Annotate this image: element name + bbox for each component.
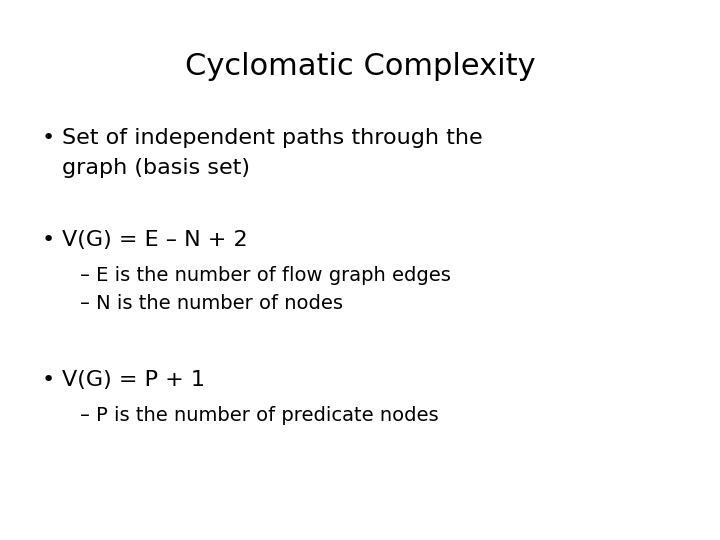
Text: •: • [42, 230, 55, 250]
Text: •: • [42, 370, 55, 390]
Text: Set of independent paths through the: Set of independent paths through the [62, 128, 482, 148]
Text: – E is the number of flow graph edges: – E is the number of flow graph edges [80, 266, 451, 285]
Text: V(G) = P + 1: V(G) = P + 1 [62, 370, 205, 390]
Text: Cyclomatic Complexity: Cyclomatic Complexity [185, 52, 535, 81]
Text: V(G) = E – N + 2: V(G) = E – N + 2 [62, 230, 248, 250]
Text: •: • [42, 128, 55, 148]
Text: – P is the number of predicate nodes: – P is the number of predicate nodes [80, 406, 438, 425]
Text: – N is the number of nodes: – N is the number of nodes [80, 294, 343, 313]
Text: graph (basis set): graph (basis set) [62, 158, 250, 178]
